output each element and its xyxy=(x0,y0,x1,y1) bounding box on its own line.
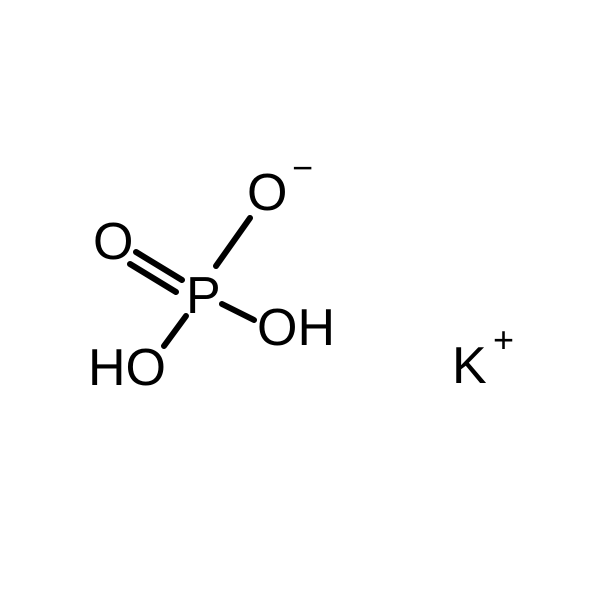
bond-p-oh xyxy=(222,304,254,320)
molecule-canvas: P O O HO OH K − + xyxy=(0,0,600,600)
atom-p: P xyxy=(186,270,221,322)
bond-p-o-double-b xyxy=(130,264,176,292)
bond-p-o-minus xyxy=(216,218,250,266)
atom-oh-right: OH xyxy=(257,302,335,354)
atom-o-double: O xyxy=(93,216,133,268)
atom-o-anion: O xyxy=(247,167,287,219)
bond-p-ho xyxy=(164,316,186,346)
charge-minus-icon: − xyxy=(292,150,313,186)
bond-p-o-double-a xyxy=(136,252,182,280)
atom-ho-left: HO xyxy=(88,342,166,394)
charge-plus-icon: + xyxy=(493,322,514,358)
atom-k-cation: K xyxy=(452,340,487,392)
